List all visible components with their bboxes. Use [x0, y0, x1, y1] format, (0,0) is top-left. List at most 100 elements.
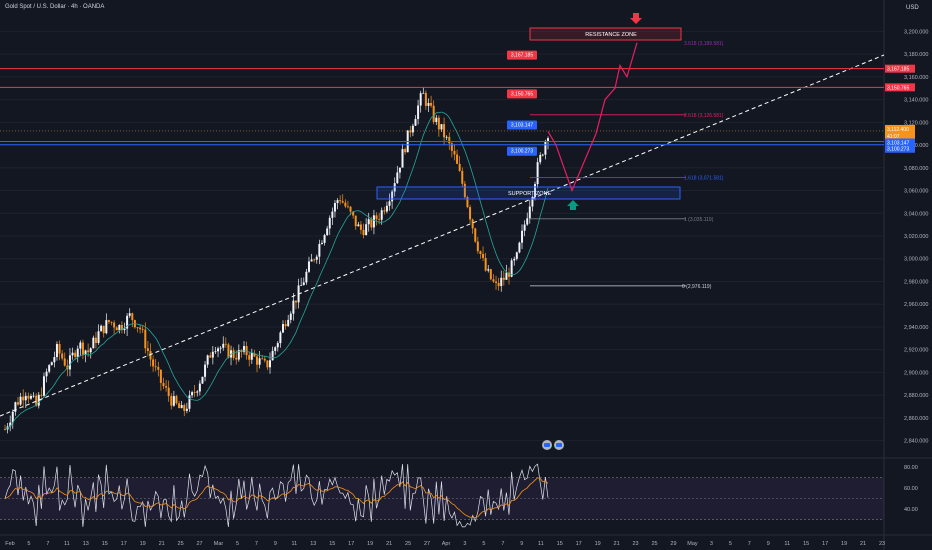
candle-body [502, 277, 505, 280]
axis-price-badge-text: 3,100.273 [887, 147, 909, 153]
candle-body [76, 348, 79, 357]
currency-label[interactable]: USD [906, 5, 919, 11]
candle-body [209, 355, 212, 358]
rsi-tick-label: 60.00 [904, 486, 918, 492]
candle-body [256, 356, 259, 365]
time-tick-label: 27 [424, 541, 430, 547]
candle-body [419, 93, 422, 106]
candle-body [74, 352, 77, 357]
candle-body [411, 125, 414, 133]
candle-body [450, 143, 453, 151]
time-tick-label: 11 [291, 541, 297, 547]
candle-body [201, 376, 204, 384]
axis-price-badge [885, 124, 915, 133]
chart-price-tag-text: 3,100.273 [511, 149, 533, 155]
axis-price-badge [885, 138, 915, 147]
candle-body [250, 352, 253, 360]
candle-body [113, 322, 116, 328]
time-tick-label: 25 [178, 541, 184, 547]
time-tick-label: Feb [5, 541, 14, 547]
candle-body [185, 408, 188, 411]
candle-body [107, 320, 110, 322]
candle-body [287, 319, 290, 327]
candle-body [55, 344, 58, 358]
price-tick-label: 2,920.000 [904, 348, 928, 354]
rsi-tick-label: 40.00 [904, 507, 918, 513]
candle-body [37, 394, 40, 406]
candle-body [131, 313, 134, 321]
candle-body [474, 228, 477, 242]
candle-body [440, 124, 443, 130]
candle-body [232, 350, 235, 358]
time-tick-label: Apr [442, 541, 451, 547]
candle-body [4, 429, 6, 431]
price-tick-label: 3,200.000 [904, 29, 928, 35]
price-tick-label: 3,080.000 [904, 166, 928, 172]
candle-body [463, 183, 466, 198]
us-flag-event-icon[interactable] [542, 440, 552, 450]
candle-body [29, 396, 32, 399]
candle-body [105, 320, 108, 334]
candle-body [359, 224, 362, 230]
time-tick-label: May [687, 541, 698, 547]
candle-body [354, 215, 357, 227]
candle-body [398, 167, 401, 173]
candle-body [27, 395, 30, 399]
candle-body [253, 352, 256, 357]
candle-body [339, 200, 342, 202]
candle-body [279, 332, 282, 344]
candle-body [289, 313, 292, 320]
chart-price-tag-text: 3,150.765 [511, 91, 533, 97]
candle-body [372, 215, 375, 228]
time-tick-label: 21 [860, 541, 866, 547]
candle-body [198, 383, 201, 392]
projection-path [547, 42, 638, 193]
axis-price-badge [885, 64, 915, 73]
time-tick-label: 7 [501, 541, 504, 547]
candle-body [243, 346, 246, 353]
time-tick-label: 11 [64, 541, 70, 547]
candle-body [141, 329, 144, 330]
time-tick-label: 13 [83, 541, 89, 547]
candle-body [422, 92, 425, 94]
time-tick-label: 25 [405, 541, 411, 547]
price-tick-label: 3,060.000 [904, 189, 928, 195]
candle-body [448, 136, 451, 144]
candle-body [222, 343, 225, 348]
price-tick-label: 2,940.000 [904, 325, 928, 331]
fib-level-label: 1 (3,035.119) [684, 217, 714, 223]
candle-body [492, 279, 495, 282]
candle-body [123, 328, 126, 331]
price-tick-label: 2,880.000 [904, 393, 928, 399]
candle-body [505, 272, 508, 280]
candle-body [497, 282, 500, 287]
time-tick-label: 21 [159, 541, 165, 547]
candle-body [152, 359, 155, 367]
candle-body [87, 350, 90, 353]
candle-body [19, 396, 22, 405]
event-icons[interactable] [542, 440, 564, 450]
candle-body [274, 347, 277, 351]
us-flag-event-icon[interactable] [554, 440, 564, 450]
candle-body [515, 252, 518, 259]
candle-body [196, 391, 199, 393]
time-tick-label: 13 [310, 541, 316, 547]
candle-body [396, 172, 399, 184]
candle-body [427, 102, 430, 106]
candle-body [157, 366, 160, 370]
chart-price-tag [507, 120, 537, 130]
price-tick-label: 3,140.000 [904, 98, 928, 104]
candle-body [313, 259, 316, 261]
candle-body [365, 224, 368, 236]
candle-body [437, 117, 440, 130]
candle-body [94, 337, 97, 343]
candle-body [471, 219, 474, 229]
candle-body [248, 355, 251, 360]
price-tick-label: 3,180.000 [904, 52, 928, 58]
candle-body [333, 203, 336, 212]
candle-body [479, 251, 482, 254]
chart-price-tag [507, 146, 537, 156]
symbol-title[interactable]: Gold Spot / U.S. Dollar · 4h · OANDA [5, 4, 105, 10]
axis-price-badge-text: 41:07 [887, 134, 900, 140]
